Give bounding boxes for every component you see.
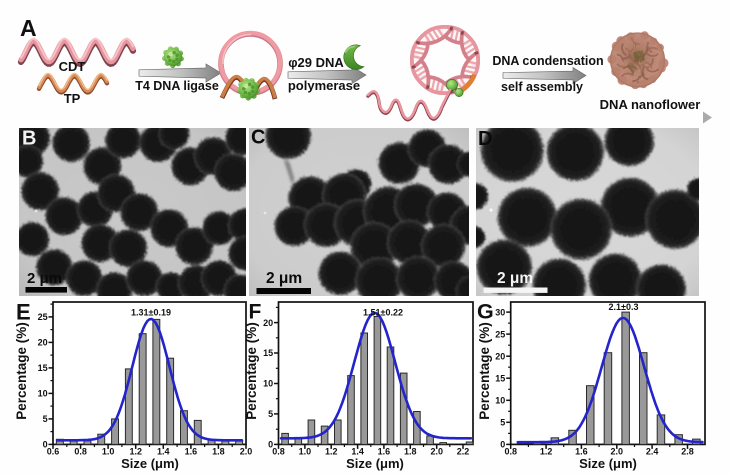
svg-text:D: D — [478, 128, 492, 150]
svg-text:5: 5 — [43, 414, 48, 424]
svg-text:1.51±0.22: 1.51±0.22 — [363, 308, 403, 318]
svg-text:15: 15 — [263, 348, 273, 358]
svg-text:Size (μm): Size (μm) — [579, 456, 637, 471]
svg-text:TP: TP — [64, 91, 81, 106]
svg-text:10: 10 — [38, 389, 48, 399]
svg-text:Size (μm): Size (μm) — [121, 456, 179, 471]
svg-text:C: C — [251, 127, 265, 149]
svg-text:10: 10 — [495, 396, 505, 406]
svg-text:1.8: 1.8 — [212, 447, 225, 457]
svg-text:30: 30 — [495, 307, 505, 317]
svg-text:5: 5 — [268, 409, 273, 419]
svg-text:0: 0 — [268, 440, 273, 450]
svg-text:2.0: 2.0 — [430, 447, 443, 457]
svg-text:1.6: 1.6 — [185, 447, 198, 457]
svg-text:20: 20 — [495, 351, 505, 361]
svg-text:Size (μm): Size (μm) — [346, 456, 404, 471]
svg-text:2 μm: 2 μm — [266, 270, 302, 287]
svg-text:self assembly: self assembly — [501, 80, 583, 94]
svg-text:0: 0 — [500, 440, 505, 450]
svg-text:2.4: 2.4 — [646, 447, 659, 457]
svg-text:25: 25 — [38, 312, 48, 322]
svg-text:2.0: 2.0 — [611, 447, 624, 457]
svg-text:1.0: 1.0 — [102, 447, 115, 457]
svg-text:1.6: 1.6 — [575, 447, 588, 457]
svg-text:25: 25 — [495, 329, 505, 339]
svg-text:0.6: 0.6 — [47, 447, 60, 457]
svg-text:1.2: 1.2 — [540, 447, 553, 457]
svg-text:E: E — [16, 300, 31, 325]
svg-text:φ29 DNA: φ29 DNA — [288, 55, 344, 70]
svg-text:0.8: 0.8 — [504, 447, 517, 457]
svg-text:1.6: 1.6 — [378, 447, 391, 457]
svg-text:5: 5 — [500, 418, 505, 428]
svg-text:F: F — [249, 301, 262, 324]
svg-text:2.1±0.3: 2.1±0.3 — [609, 302, 639, 312]
svg-text:1.4: 1.4 — [157, 447, 170, 457]
svg-text:1.8: 1.8 — [404, 447, 417, 457]
svg-text:Percentage (%): Percentage (%) — [477, 322, 492, 420]
svg-text:2.0: 2.0 — [240, 447, 253, 457]
svg-text:15: 15 — [495, 373, 505, 383]
svg-text:Percentage (%): Percentage (%) — [14, 322, 29, 420]
svg-text:1.4: 1.4 — [351, 447, 364, 457]
svg-text:polymerase: polymerase — [288, 78, 360, 93]
svg-text:0: 0 — [43, 440, 48, 450]
svg-text:G: G — [477, 300, 494, 324]
svg-text:1.2: 1.2 — [129, 447, 142, 457]
svg-text:CDT: CDT — [59, 59, 86, 74]
svg-text:2.2: 2.2 — [457, 447, 470, 457]
svg-text:1.2: 1.2 — [325, 447, 338, 457]
svg-text:1.0: 1.0 — [299, 447, 312, 457]
svg-text:0.8: 0.8 — [74, 447, 87, 457]
svg-text:DNA nanoflower: DNA nanoflower — [600, 97, 701, 112]
svg-text:1.31±0.19: 1.31±0.19 — [131, 308, 171, 318]
svg-text:DNA condensation: DNA condensation — [492, 54, 603, 68]
svg-text:2 μm: 2 μm — [27, 270, 62, 287]
svg-text:T4 DNA ligase: T4 DNA ligase — [135, 79, 219, 93]
svg-text:Percentage (%): Percentage (%) — [244, 322, 259, 420]
svg-text:A: A — [20, 15, 37, 41]
svg-text:20: 20 — [263, 318, 273, 328]
svg-text:2.8: 2.8 — [681, 447, 694, 457]
svg-text:20: 20 — [38, 338, 48, 348]
svg-text:10: 10 — [263, 379, 273, 389]
svg-text:0.8: 0.8 — [272, 447, 285, 457]
svg-text:15: 15 — [38, 363, 48, 373]
svg-text:2 μm: 2 μm — [497, 270, 533, 287]
svg-text:B: B — [22, 128, 36, 150]
